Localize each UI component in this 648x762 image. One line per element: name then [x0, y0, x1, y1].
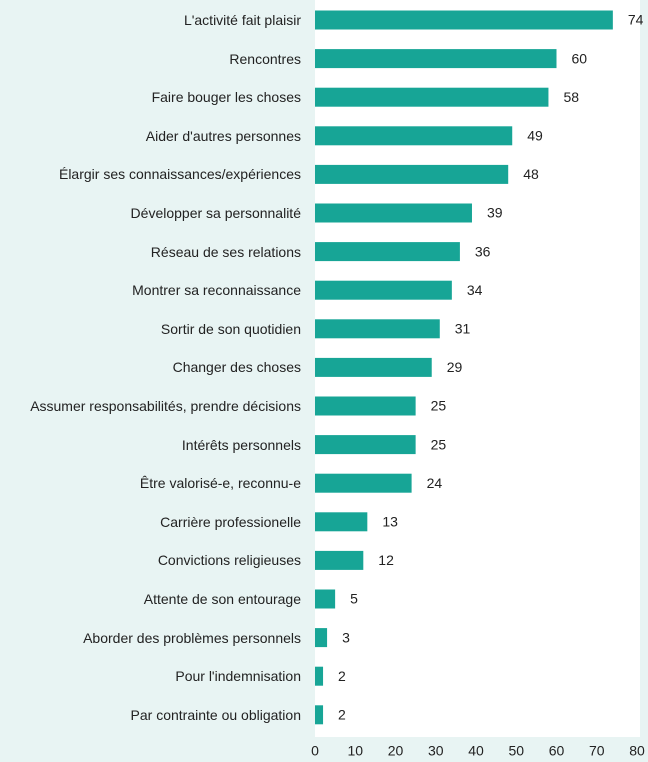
value-label: 39 [487, 205, 503, 221]
bar [315, 87, 549, 107]
y-tick-label: Aborder des problèmes personnels [83, 629, 301, 646]
bar [315, 589, 336, 609]
y-tick-label: Pour l'indemnisation [175, 668, 301, 685]
bar [315, 319, 440, 339]
y-tick-label: Changer des choses [172, 359, 301, 376]
x-tick-label: 70 [589, 743, 605, 759]
value-label: 58 [563, 89, 579, 105]
value-label: 24 [427, 475, 443, 491]
y-tick-label: L'activité fait plaisir [183, 12, 301, 28]
y-tick-label: Rencontres [229, 50, 301, 67]
x-tick-label: 10 [347, 743, 363, 759]
y-tick-label: Montrer sa reconnaissance [132, 282, 301, 299]
y-tick-label: Élargir ses connaissances/expériences [58, 166, 301, 183]
y-tick-label: Sortir de son quotidien [160, 320, 301, 337]
bar [315, 49, 557, 69]
y-tick-label: Intérêts personnels [181, 436, 301, 453]
value-label: 5 [350, 591, 358, 607]
y-tick-label: Aider d'autres personnes [145, 127, 301, 144]
x-tick-label: 60 [549, 743, 565, 759]
x-tick-label: 80 [629, 743, 645, 759]
value-label: 36 [475, 243, 491, 259]
bar [315, 628, 328, 648]
value-label: 49 [527, 128, 543, 144]
bar [315, 164, 509, 184]
y-tick-label: Être valorisé-e, reconnu-e [139, 475, 301, 492]
y-tick-label: Assumer responsabilités, prendre décisio… [30, 398, 301, 414]
x-tick-label: 50 [508, 743, 524, 759]
y-tick-label: Carrière professionelle [160, 513, 301, 530]
x-tick-label: 0 [311, 743, 319, 759]
value-label: 3 [342, 629, 350, 645]
x-tick-label: 30 [428, 743, 444, 759]
value-label: 2 [338, 668, 346, 684]
value-label: 60 [572, 50, 588, 66]
value-label: 31 [455, 321, 471, 337]
value-label: 2 [338, 707, 346, 723]
bar [315, 280, 452, 300]
value-label: 13 [382, 514, 398, 530]
y-tick-label: Développer sa personnalité [130, 205, 301, 221]
bar [315, 396, 416, 416]
value-label: 34 [467, 282, 483, 298]
value-label: 25 [431, 398, 447, 414]
bar [315, 242, 460, 262]
value-label: 74 [628, 12, 644, 28]
bar [315, 126, 513, 146]
x-tick-label: 40 [468, 743, 484, 759]
y-tick-label: Convictions religieuses [157, 552, 301, 569]
y-tick-label: Attente de son entourage [143, 591, 301, 607]
y-tick-label: Réseau de ses relations [150, 243, 301, 260]
bar [315, 357, 432, 377]
value-label: 12 [378, 552, 394, 568]
x-tick-label: 20 [388, 743, 404, 759]
bar [315, 473, 412, 493]
bar [315, 705, 324, 725]
value-label: 29 [447, 359, 463, 375]
y-tick-label: Faire bouger les choses [151, 89, 301, 106]
bar [315, 10, 613, 30]
value-label: 48 [523, 166, 539, 182]
bar [315, 512, 368, 532]
bar [315, 203, 472, 223]
y-tick-label: Par contrainte ou obligation [130, 706, 301, 723]
bar [315, 666, 324, 686]
bar [315, 550, 364, 570]
bar [315, 435, 416, 455]
value-label: 25 [431, 436, 447, 452]
